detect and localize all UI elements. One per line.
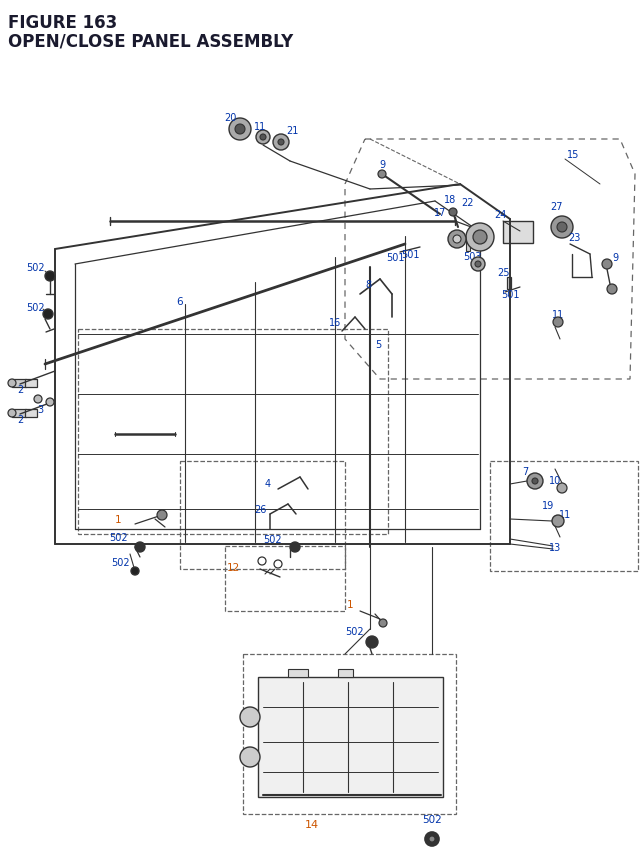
Circle shape <box>471 257 485 272</box>
Bar <box>12 380 26 387</box>
Text: 501: 501 <box>386 253 404 263</box>
Bar <box>243 654 456 814</box>
Text: 22: 22 <box>461 198 474 208</box>
Circle shape <box>229 119 251 141</box>
Circle shape <box>448 231 466 249</box>
Circle shape <box>378 170 386 179</box>
Circle shape <box>366 636 378 648</box>
Circle shape <box>429 836 435 842</box>
Circle shape <box>278 139 284 146</box>
Circle shape <box>256 131 270 145</box>
Text: 502: 502 <box>109 532 127 542</box>
Bar <box>490 461 638 572</box>
Text: 27: 27 <box>551 201 563 212</box>
Text: 502: 502 <box>262 535 282 544</box>
Text: 502: 502 <box>111 557 129 567</box>
Text: 7: 7 <box>522 467 528 476</box>
Text: 19: 19 <box>542 500 554 511</box>
Text: 12: 12 <box>227 562 239 573</box>
Text: 11: 11 <box>559 510 571 519</box>
Text: 502: 502 <box>346 626 364 636</box>
Bar <box>25 380 37 387</box>
Circle shape <box>157 511 167 520</box>
Text: 13: 13 <box>549 542 561 553</box>
Bar <box>338 669 353 678</box>
Circle shape <box>449 208 457 217</box>
Bar <box>180 461 345 569</box>
Bar <box>503 222 533 244</box>
Text: 21: 21 <box>286 126 298 136</box>
Circle shape <box>453 236 461 244</box>
Circle shape <box>551 217 573 238</box>
Text: 5: 5 <box>375 339 381 350</box>
Circle shape <box>527 474 543 489</box>
Circle shape <box>43 310 53 319</box>
Circle shape <box>552 516 564 528</box>
Bar <box>288 669 308 678</box>
Text: FIGURE 163: FIGURE 163 <box>8 14 117 32</box>
Text: 8: 8 <box>365 280 371 289</box>
Text: 502: 502 <box>422 814 442 824</box>
Text: 1: 1 <box>115 514 122 524</box>
Circle shape <box>557 223 567 232</box>
Text: 17: 17 <box>434 208 446 218</box>
Circle shape <box>46 399 54 406</box>
Text: 18: 18 <box>444 195 456 205</box>
Circle shape <box>8 380 16 387</box>
Text: 11: 11 <box>254 122 266 132</box>
Text: 15: 15 <box>567 150 579 160</box>
Text: 501: 501 <box>500 289 519 300</box>
Circle shape <box>557 483 567 493</box>
Text: 14: 14 <box>305 819 319 829</box>
Text: 25: 25 <box>498 268 510 278</box>
Circle shape <box>240 747 260 767</box>
Circle shape <box>45 272 55 282</box>
Text: OPEN/CLOSE PANEL ASSEMBLY: OPEN/CLOSE PANEL ASSEMBLY <box>8 32 293 50</box>
Text: 2: 2 <box>17 385 23 394</box>
Circle shape <box>473 231 487 245</box>
Text: 10: 10 <box>549 475 561 486</box>
Text: 9: 9 <box>612 253 618 263</box>
Bar <box>466 242 470 251</box>
Bar <box>25 410 37 418</box>
Circle shape <box>553 318 563 328</box>
Circle shape <box>475 262 481 268</box>
Circle shape <box>425 832 439 846</box>
Circle shape <box>607 285 617 294</box>
Bar <box>507 278 511 289</box>
Circle shape <box>240 707 260 728</box>
Text: 20: 20 <box>224 113 236 123</box>
Text: 2: 2 <box>17 414 23 424</box>
Text: 501: 501 <box>401 250 419 260</box>
Text: 4: 4 <box>265 479 271 488</box>
Circle shape <box>602 260 612 269</box>
Text: 502: 502 <box>26 303 44 313</box>
Text: 11: 11 <box>552 310 564 319</box>
Circle shape <box>235 125 245 135</box>
Circle shape <box>532 479 538 485</box>
Circle shape <box>34 395 42 404</box>
Text: 3: 3 <box>37 405 43 414</box>
Bar <box>12 410 26 418</box>
Text: 24: 24 <box>494 210 506 220</box>
Text: 23: 23 <box>568 232 580 243</box>
Circle shape <box>135 542 145 553</box>
Circle shape <box>8 410 16 418</box>
Circle shape <box>290 542 300 553</box>
Text: 1: 1 <box>347 599 353 610</box>
Text: 6: 6 <box>177 297 183 307</box>
Circle shape <box>379 619 387 628</box>
Circle shape <box>273 135 289 151</box>
Text: 26: 26 <box>254 505 266 514</box>
Circle shape <box>131 567 139 575</box>
Text: 16: 16 <box>329 318 341 328</box>
Text: 9: 9 <box>379 160 385 170</box>
Circle shape <box>260 135 266 141</box>
Polygon shape <box>258 678 443 797</box>
Bar <box>78 330 388 535</box>
Text: 502: 502 <box>26 263 44 273</box>
Text: 503: 503 <box>463 251 481 262</box>
Bar <box>225 547 345 611</box>
Circle shape <box>466 224 494 251</box>
